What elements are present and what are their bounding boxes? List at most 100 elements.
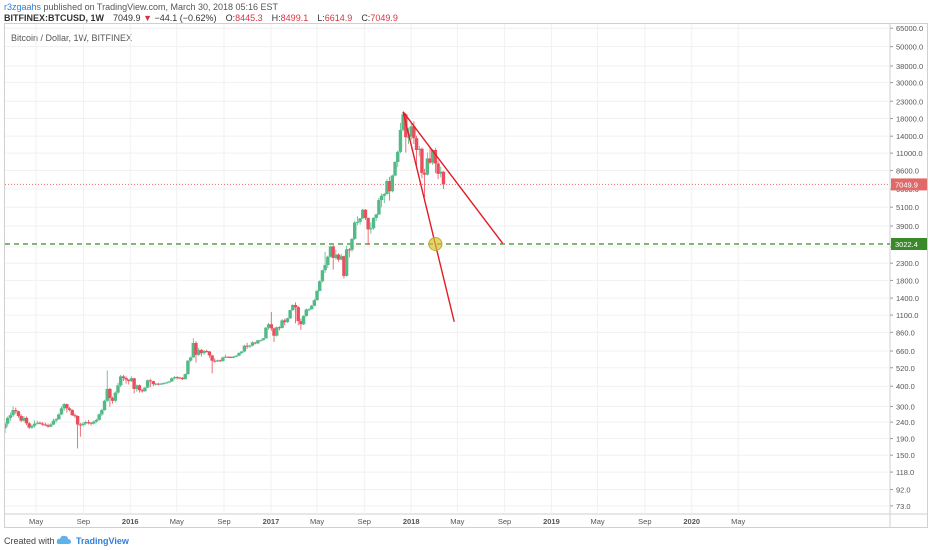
candle-body [412, 126, 416, 139]
support-price-tag: 3022.4 [895, 240, 918, 249]
candle-body [323, 265, 327, 271]
candle-body [229, 356, 233, 358]
support-price-tag-bg [891, 237, 927, 250]
last-price-tag: 7049.9 [895, 180, 918, 189]
candle-body [127, 379, 131, 382]
candle-body [231, 356, 236, 358]
y-tick-label: 14000.0 [896, 132, 923, 141]
x-tick-label: May [731, 517, 745, 526]
candle-body [393, 161, 397, 176]
candle-body [108, 388, 112, 399]
candle-body [215, 360, 220, 362]
candle-body [352, 222, 357, 239]
candle-body [110, 398, 115, 401]
y-tick-label: 5100.0 [896, 203, 919, 212]
y-tick-label: 1400.0 [896, 294, 919, 303]
candle-body [256, 340, 260, 344]
trend-line [402, 111, 455, 322]
low-value: 6614.9 [324, 13, 353, 23]
x-tick-label: May [29, 517, 43, 526]
candle-body [293, 304, 298, 308]
open-value: 8445.3 [235, 13, 263, 23]
y-tick-label: 2300.0 [896, 259, 919, 268]
tradingview-cloud-icon [56, 535, 71, 544]
candle-body [328, 246, 333, 257]
candle-body [253, 342, 257, 344]
candle-body [242, 345, 247, 352]
candle-body [240, 351, 244, 353]
chart-panel[interactable]: Bitcoin / Dollar, 1W, BITFINEX 73.0 92.0 11… [4, 23, 928, 528]
x-tick-label: Sep [498, 517, 511, 526]
candle-body [280, 320, 284, 329]
candle-body [65, 404, 69, 409]
y-tick-label: 300.0 [896, 402, 915, 411]
y-tick-label: 860.0 [896, 328, 915, 337]
candle-body [183, 374, 187, 380]
candle-body [94, 419, 99, 422]
x-tick-label: May [590, 517, 604, 526]
candle-body [334, 254, 338, 258]
candle-body [374, 214, 378, 218]
candle-body [172, 377, 177, 379]
candle-body [277, 327, 282, 329]
candle-body [194, 342, 198, 355]
tradingview-brand-link[interactable]: TradingView [76, 536, 129, 546]
candle-body [385, 181, 389, 195]
candle-body [315, 290, 319, 301]
candle-body [14, 410, 18, 412]
x-tick-label: 2019 [543, 517, 560, 526]
candle-body [202, 350, 206, 354]
close-value: 7049.9 [370, 13, 398, 23]
candle-body [304, 309, 308, 317]
candle-body [420, 148, 424, 173]
x-tick-label: Sep [358, 517, 371, 526]
ohlc-legend: BITFINEX:BTCUSD, 1W 7049.9 ▼ −44.1 (−0.6… [4, 13, 398, 23]
y-tick-label: 73.0 [896, 502, 911, 511]
candle-body [355, 221, 360, 223]
candle-body [312, 300, 317, 306]
candle-body [40, 423, 45, 425]
change-value: −44.1 (−0.62%) [154, 13, 217, 23]
candle-body [342, 256, 346, 276]
y-tick-label: 520.0 [896, 364, 915, 373]
high-label: H: [271, 13, 281, 23]
price-chart[interactable]: Bitcoin / Dollar, 1W, BITFINEX 73.0 92.0 11… [5, 24, 927, 527]
candle-body [218, 360, 222, 362]
candle-body [191, 342, 195, 358]
author-link[interactable]: r3zgaahs [4, 2, 42, 12]
candle-body [5, 417, 10, 424]
candle-body [326, 256, 330, 266]
candle-body [390, 175, 395, 192]
candle-body [97, 414, 101, 420]
candle-body [237, 352, 241, 356]
candle-body [339, 256, 343, 260]
candle-body [159, 383, 163, 385]
candle-body [288, 310, 292, 319]
candle-body [8, 415, 13, 418]
symbol-label[interactable]: BITFINEX:BTCUSD, 1W [4, 13, 104, 23]
candle-body [153, 383, 158, 385]
candle-body [307, 309, 311, 311]
candle-body [124, 377, 128, 380]
candle-body [46, 425, 50, 427]
candle-body [422, 172, 427, 175]
candle-body [409, 126, 413, 137]
candle-body [35, 422, 39, 424]
candle-body [439, 171, 443, 174]
candle-body [148, 380, 152, 382]
candle-body [30, 425, 34, 428]
candle-body [162, 383, 166, 385]
candle-body [250, 342, 255, 346]
candle-body [83, 422, 88, 424]
candle-body [199, 349, 204, 354]
candle-body [398, 129, 403, 152]
candle-body [406, 136, 411, 138]
candle-body [361, 209, 365, 219]
candle-body [261, 338, 265, 341]
candle-body [248, 345, 252, 347]
candle-body [113, 392, 117, 401]
candle-body [331, 246, 335, 258]
candle-body [59, 408, 64, 415]
y-tick-label: 92.0 [896, 486, 911, 495]
y-tick-label: 50000.0 [896, 43, 923, 52]
